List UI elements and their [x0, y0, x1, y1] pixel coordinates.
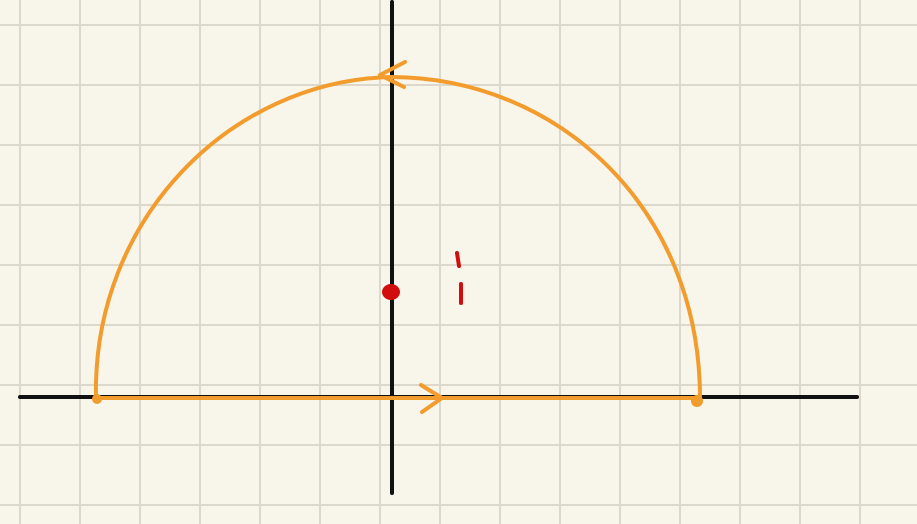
origin-dot: [382, 284, 400, 300]
arc-direction-arrow-icon: [378, 60, 407, 89]
contour-left-endpoint: [92, 394, 102, 404]
segment-direction-arrow-icon: [419, 383, 444, 414]
pole-label-stroke-top: [455, 251, 461, 268]
contour-right-endpoint: [691, 395, 703, 407]
contour-semicircle-arc: [93, 74, 702, 400]
